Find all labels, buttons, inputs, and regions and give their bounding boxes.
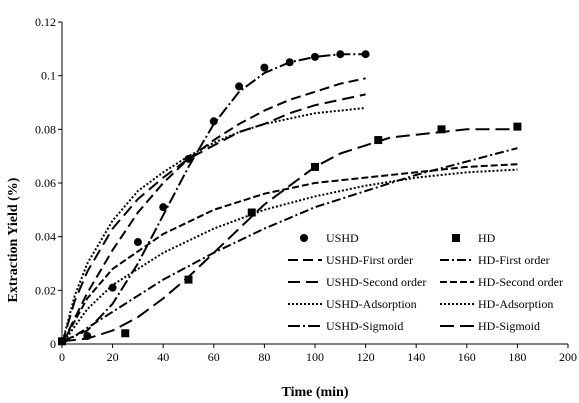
legend-label: USHD bbox=[326, 231, 359, 245]
x-tick-label: 140 bbox=[407, 350, 425, 364]
x-tick-label: 60 bbox=[208, 350, 220, 364]
data-point-ushd bbox=[184, 154, 193, 163]
legend-item-hd-first-order: HD-First order bbox=[440, 253, 550, 267]
legend-item-ushd-second-order: USHD-Second order bbox=[288, 275, 426, 289]
series-layer bbox=[58, 50, 522, 346]
x-tick-label: 180 bbox=[508, 350, 526, 364]
data-point-hd bbox=[184, 275, 193, 284]
x-axis-title: Time (min) bbox=[281, 385, 348, 400]
series-line-ushd-first-order bbox=[61, 77, 366, 345]
data-point-ushd bbox=[260, 63, 269, 72]
x-tick-label: 120 bbox=[357, 350, 375, 364]
y-tick-label: 0 bbox=[50, 337, 56, 351]
y-tick-label: 0.12 bbox=[35, 15, 56, 29]
data-point-ushd bbox=[336, 50, 345, 59]
data-point-ushd bbox=[133, 238, 142, 247]
data-point-hd bbox=[121, 329, 130, 338]
data-point-ushd bbox=[108, 283, 117, 292]
x-tick-label: 200 bbox=[559, 350, 577, 364]
legend-label: USHD-First order bbox=[326, 253, 413, 267]
axes: 0 0.02 0.04 0.06 0.08 0.1 0.12 0 20 40 60 80 100 120 1… bbox=[35, 15, 577, 364]
series-line-hd-adsorption bbox=[61, 168, 518, 345]
legend-label: USHD-Adsorption bbox=[326, 297, 417, 311]
series-line-hd-first-order bbox=[61, 147, 518, 345]
data-point-hd bbox=[247, 208, 256, 217]
x-tick-label: 20 bbox=[107, 350, 119, 364]
data-point-ushd bbox=[159, 203, 168, 212]
legend-label: USHD-Second order bbox=[326, 275, 426, 289]
data-point-ushd bbox=[311, 52, 319, 61]
y-axis-title: Extraction Yield (%) bbox=[6, 177, 21, 302]
legend-label: HD bbox=[478, 231, 496, 245]
legend-label: HD-Sigmoid bbox=[478, 319, 540, 333]
data-point-hd bbox=[58, 337, 66, 346]
legend-item-ushd: USHD bbox=[300, 231, 359, 245]
legend: USHD HD USHD-First order HD-First order USHD… bbox=[288, 231, 563, 333]
y-tick-label: 0.04 bbox=[35, 230, 56, 244]
y-tick-label: 0.06 bbox=[35, 176, 56, 190]
series-line-ushd-second-order bbox=[61, 93, 366, 345]
legend-marker bbox=[300, 234, 308, 242]
data-point-ushd bbox=[285, 58, 294, 67]
legend-marker bbox=[452, 234, 460, 242]
series-points-ushd bbox=[58, 50, 370, 346]
legend-item-hd-second-order: HD-Second order bbox=[440, 275, 563, 289]
data-point-hd bbox=[374, 136, 383, 145]
data-point-ushd bbox=[361, 50, 370, 59]
x-tick-label: 160 bbox=[458, 350, 476, 364]
data-point-ushd bbox=[209, 117, 218, 126]
data-point-hd bbox=[311, 162, 319, 171]
y-tick-label: 0.08 bbox=[35, 122, 56, 136]
legend-item-hd-adsorption: HD-Adsorption bbox=[440, 297, 553, 311]
legend-item-hd-sigmoid: HD-Sigmoid bbox=[440, 319, 540, 333]
legend-label: HD-Second order bbox=[478, 275, 563, 289]
y-tick-label: 0.02 bbox=[35, 283, 56, 297]
legend-item-ushd-first-order: USHD-First order bbox=[288, 253, 413, 267]
series-line-hd-second-order bbox=[61, 163, 518, 345]
legend-label: HD-First order bbox=[478, 253, 550, 267]
data-point-hd bbox=[437, 125, 446, 134]
x-tick-label: 40 bbox=[157, 350, 169, 364]
x-tick-label: 0 bbox=[59, 350, 65, 364]
legend-item-ushd-sigmoid: USHD-Sigmoid bbox=[288, 319, 403, 333]
y-tick-label: 0.1 bbox=[41, 69, 56, 83]
x-tick-label: 100 bbox=[306, 350, 324, 364]
data-point-ushd bbox=[83, 331, 92, 340]
data-point-ushd bbox=[235, 82, 244, 91]
series-line-ushd-adsorption bbox=[61, 106, 366, 345]
legend-item-ushd-adsorption: USHD-Adsorption bbox=[288, 297, 417, 311]
legend-item-hd: HD bbox=[452, 231, 496, 245]
series-line-ushd-sigmoid bbox=[61, 53, 366, 343]
x-tick-label: 80 bbox=[258, 350, 270, 364]
series-points-hd bbox=[58, 122, 522, 346]
data-point-hd bbox=[513, 122, 522, 131]
legend-label: USHD-Sigmoid bbox=[326, 319, 403, 333]
series-line-hd-sigmoid bbox=[61, 128, 518, 343]
legend-label: HD-Adsorption bbox=[478, 297, 553, 311]
